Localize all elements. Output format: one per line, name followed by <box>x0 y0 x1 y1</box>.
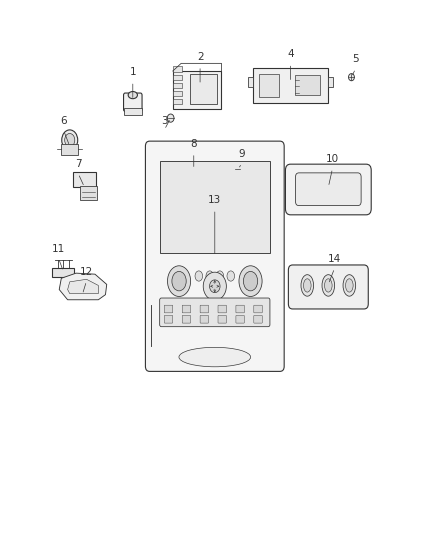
Text: 5: 5 <box>352 54 359 64</box>
Ellipse shape <box>182 156 205 185</box>
Ellipse shape <box>167 266 191 296</box>
Ellipse shape <box>235 166 241 173</box>
Text: 13: 13 <box>208 195 222 205</box>
Ellipse shape <box>301 274 314 296</box>
Ellipse shape <box>206 162 210 166</box>
FancyBboxPatch shape <box>288 265 368 309</box>
FancyBboxPatch shape <box>80 185 97 200</box>
FancyBboxPatch shape <box>173 91 182 96</box>
Ellipse shape <box>244 271 258 291</box>
Ellipse shape <box>343 274 356 296</box>
Ellipse shape <box>346 279 353 292</box>
FancyBboxPatch shape <box>286 164 371 215</box>
FancyBboxPatch shape <box>164 316 173 323</box>
Ellipse shape <box>186 160 201 181</box>
Ellipse shape <box>179 348 251 367</box>
FancyBboxPatch shape <box>190 74 217 104</box>
FancyBboxPatch shape <box>173 67 182 71</box>
FancyBboxPatch shape <box>164 305 173 313</box>
Ellipse shape <box>154 156 177 185</box>
Text: 14: 14 <box>328 254 341 264</box>
FancyBboxPatch shape <box>73 172 96 187</box>
Ellipse shape <box>304 279 311 292</box>
FancyBboxPatch shape <box>173 83 182 88</box>
Ellipse shape <box>216 271 224 281</box>
Text: 10: 10 <box>326 154 339 164</box>
FancyBboxPatch shape <box>328 77 333 87</box>
Ellipse shape <box>195 271 203 281</box>
Ellipse shape <box>322 274 335 296</box>
Ellipse shape <box>227 271 235 281</box>
Polygon shape <box>67 279 98 294</box>
Ellipse shape <box>62 130 78 150</box>
FancyBboxPatch shape <box>160 160 269 253</box>
FancyBboxPatch shape <box>173 75 182 80</box>
FancyBboxPatch shape <box>200 305 208 313</box>
Ellipse shape <box>349 74 354 81</box>
Text: 8: 8 <box>191 139 197 149</box>
Text: 12: 12 <box>80 266 93 277</box>
FancyBboxPatch shape <box>160 298 270 327</box>
FancyBboxPatch shape <box>52 268 74 277</box>
Ellipse shape <box>172 271 186 291</box>
FancyBboxPatch shape <box>254 305 262 313</box>
Text: 11: 11 <box>52 244 65 254</box>
FancyBboxPatch shape <box>247 77 253 87</box>
FancyBboxPatch shape <box>254 316 262 323</box>
Polygon shape <box>59 273 107 300</box>
FancyBboxPatch shape <box>218 316 226 323</box>
FancyBboxPatch shape <box>218 305 226 313</box>
Text: 9: 9 <box>239 149 245 159</box>
FancyBboxPatch shape <box>150 151 238 188</box>
FancyBboxPatch shape <box>253 68 328 103</box>
FancyBboxPatch shape <box>124 108 142 115</box>
FancyBboxPatch shape <box>173 99 182 104</box>
Ellipse shape <box>239 266 262 296</box>
FancyBboxPatch shape <box>145 160 150 180</box>
FancyBboxPatch shape <box>61 144 78 156</box>
FancyBboxPatch shape <box>182 316 191 323</box>
Text: 2: 2 <box>197 52 203 62</box>
FancyBboxPatch shape <box>182 305 191 313</box>
Ellipse shape <box>162 166 169 175</box>
FancyBboxPatch shape <box>296 173 361 206</box>
Ellipse shape <box>203 272 226 300</box>
Text: 3: 3 <box>161 116 168 126</box>
Text: 7: 7 <box>75 159 81 169</box>
FancyBboxPatch shape <box>259 74 279 96</box>
Ellipse shape <box>219 166 226 175</box>
Ellipse shape <box>167 114 174 122</box>
Ellipse shape <box>158 160 173 181</box>
Ellipse shape <box>128 92 138 99</box>
FancyBboxPatch shape <box>238 160 242 180</box>
FancyBboxPatch shape <box>295 75 320 95</box>
FancyBboxPatch shape <box>145 141 284 372</box>
FancyBboxPatch shape <box>236 305 244 313</box>
Text: 4: 4 <box>287 49 294 59</box>
FancyBboxPatch shape <box>173 71 221 109</box>
Text: 1: 1 <box>130 67 136 77</box>
Ellipse shape <box>191 166 197 175</box>
Ellipse shape <box>206 271 214 281</box>
Ellipse shape <box>211 156 234 185</box>
Ellipse shape <box>325 279 332 292</box>
Text: 6: 6 <box>60 116 67 126</box>
Ellipse shape <box>215 160 230 181</box>
Ellipse shape <box>65 133 75 147</box>
Ellipse shape <box>209 280 220 293</box>
FancyBboxPatch shape <box>236 316 244 323</box>
FancyBboxPatch shape <box>200 316 208 323</box>
FancyBboxPatch shape <box>124 93 142 111</box>
